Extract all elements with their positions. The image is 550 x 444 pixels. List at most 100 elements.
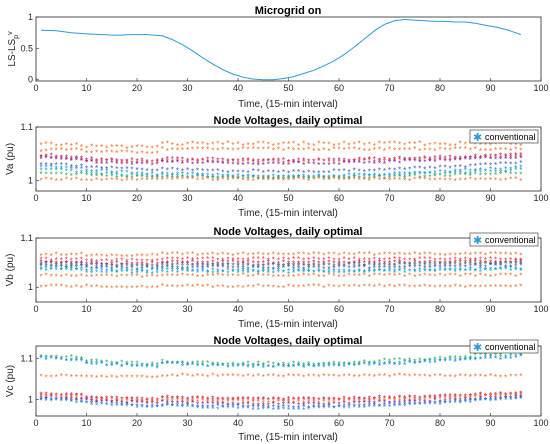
data-point: *	[70, 262, 73, 271]
panel-vb: Node Voltages, daily optimal * * * * * * * * * * *…	[5, 226, 549, 330]
data-point: *	[322, 169, 325, 178]
data-point: *	[418, 373, 421, 382]
data-point: *	[39, 155, 42, 164]
data-point: *	[156, 172, 159, 181]
data-point: *	[156, 173, 159, 182]
data-point: *	[449, 153, 452, 162]
data-point: *	[252, 157, 255, 166]
data-point: *	[307, 372, 310, 381]
data-point: *	[469, 356, 472, 365]
data-point: *	[494, 155, 497, 164]
data-point: *	[433, 272, 436, 281]
data-point: *	[161, 159, 164, 168]
data-point: *	[312, 264, 315, 273]
data-point: *	[50, 355, 53, 364]
data-point: *	[262, 176, 265, 185]
data-point: *	[433, 169, 436, 178]
data-point: *	[479, 168, 482, 177]
data-point: *	[489, 165, 492, 174]
data-point: *	[337, 362, 340, 371]
data-point: *	[474, 141, 477, 150]
data-point: *	[130, 159, 133, 168]
data-point: *	[474, 258, 477, 267]
data-point: *	[95, 283, 98, 292]
data-point: *	[186, 157, 189, 166]
data-point: *	[231, 404, 234, 413]
panel-3-plot-area: * * * * * * * * * * * * * * * * * * * * * * * * * * * * * * * * * * * * * * * *…	[39, 250, 522, 294]
data-point: *	[181, 403, 184, 412]
data-point: *	[484, 154, 487, 163]
data-point: *	[514, 175, 517, 184]
data-point: *	[509, 265, 512, 274]
data-point: *	[322, 158, 325, 167]
data-point: *	[484, 177, 487, 186]
data-point: *	[373, 264, 376, 273]
data-point: *	[353, 261, 356, 270]
data-point: *	[474, 283, 477, 292]
data-point: *	[257, 263, 260, 272]
x-tick-label: 10	[81, 304, 91, 314]
data-point: *	[484, 272, 487, 281]
data-point: *	[151, 259, 154, 268]
data-point: *	[449, 357, 452, 366]
data-point: *	[110, 285, 113, 294]
data-point: *	[161, 174, 164, 183]
data-point: *	[201, 266, 204, 275]
data-point: *	[60, 273, 63, 282]
data-point: *	[277, 373, 280, 382]
data-point: *	[146, 261, 149, 270]
data-point: *	[408, 155, 411, 164]
data-point: *	[262, 157, 265, 166]
data-point: *	[514, 256, 517, 265]
data-point: *	[358, 361, 361, 370]
panel-1-ylabel-sub: p	[13, 35, 20, 39]
data-point: *	[140, 160, 143, 169]
data-point: *	[474, 156, 477, 165]
data-point: *	[504, 160, 507, 169]
data-point: *	[85, 149, 88, 158]
data-point: *	[65, 141, 68, 150]
data-point: *	[156, 168, 159, 177]
data-point: *	[297, 362, 300, 371]
x-tick-label: 90	[485, 304, 495, 314]
data-point: *	[120, 261, 123, 270]
data-point: *	[368, 268, 371, 277]
data-point: *	[50, 259, 53, 268]
data-point: *	[449, 263, 452, 272]
data-point: *	[80, 163, 83, 172]
data-point: *	[105, 173, 108, 182]
data-point: *	[464, 140, 467, 149]
data-point: *	[60, 262, 63, 271]
data-point: *	[221, 172, 224, 181]
data-point: *	[373, 142, 376, 151]
data-point: *	[408, 173, 411, 182]
data-point: *	[443, 259, 446, 268]
data-point: *	[241, 362, 244, 371]
data-point: *	[454, 177, 457, 186]
data-point: *	[438, 283, 441, 292]
data-point: *	[459, 273, 462, 282]
data-point: *	[120, 160, 123, 169]
data-point: *	[262, 175, 265, 184]
data-point: *	[353, 173, 356, 182]
data-point: *	[317, 262, 320, 271]
data-point: *	[50, 257, 53, 266]
data-point: *	[252, 364, 255, 373]
data-point: *	[287, 158, 290, 167]
data-point: *	[337, 156, 340, 165]
data-point: *	[90, 262, 93, 271]
data-point: *	[176, 158, 179, 167]
data-point: *	[504, 259, 507, 268]
data-point: *	[494, 161, 497, 170]
data-point: *	[171, 403, 174, 412]
data-point: *	[398, 176, 401, 185]
data-point: *	[75, 259, 78, 268]
data-point: *	[383, 257, 386, 266]
data-point: *	[247, 141, 250, 150]
data-point: *	[312, 261, 315, 270]
data-point: *	[55, 161, 58, 170]
data-point: *	[201, 146, 204, 155]
data-point: *	[216, 175, 219, 184]
data-point: *	[408, 256, 411, 265]
data-point: *	[252, 174, 255, 183]
